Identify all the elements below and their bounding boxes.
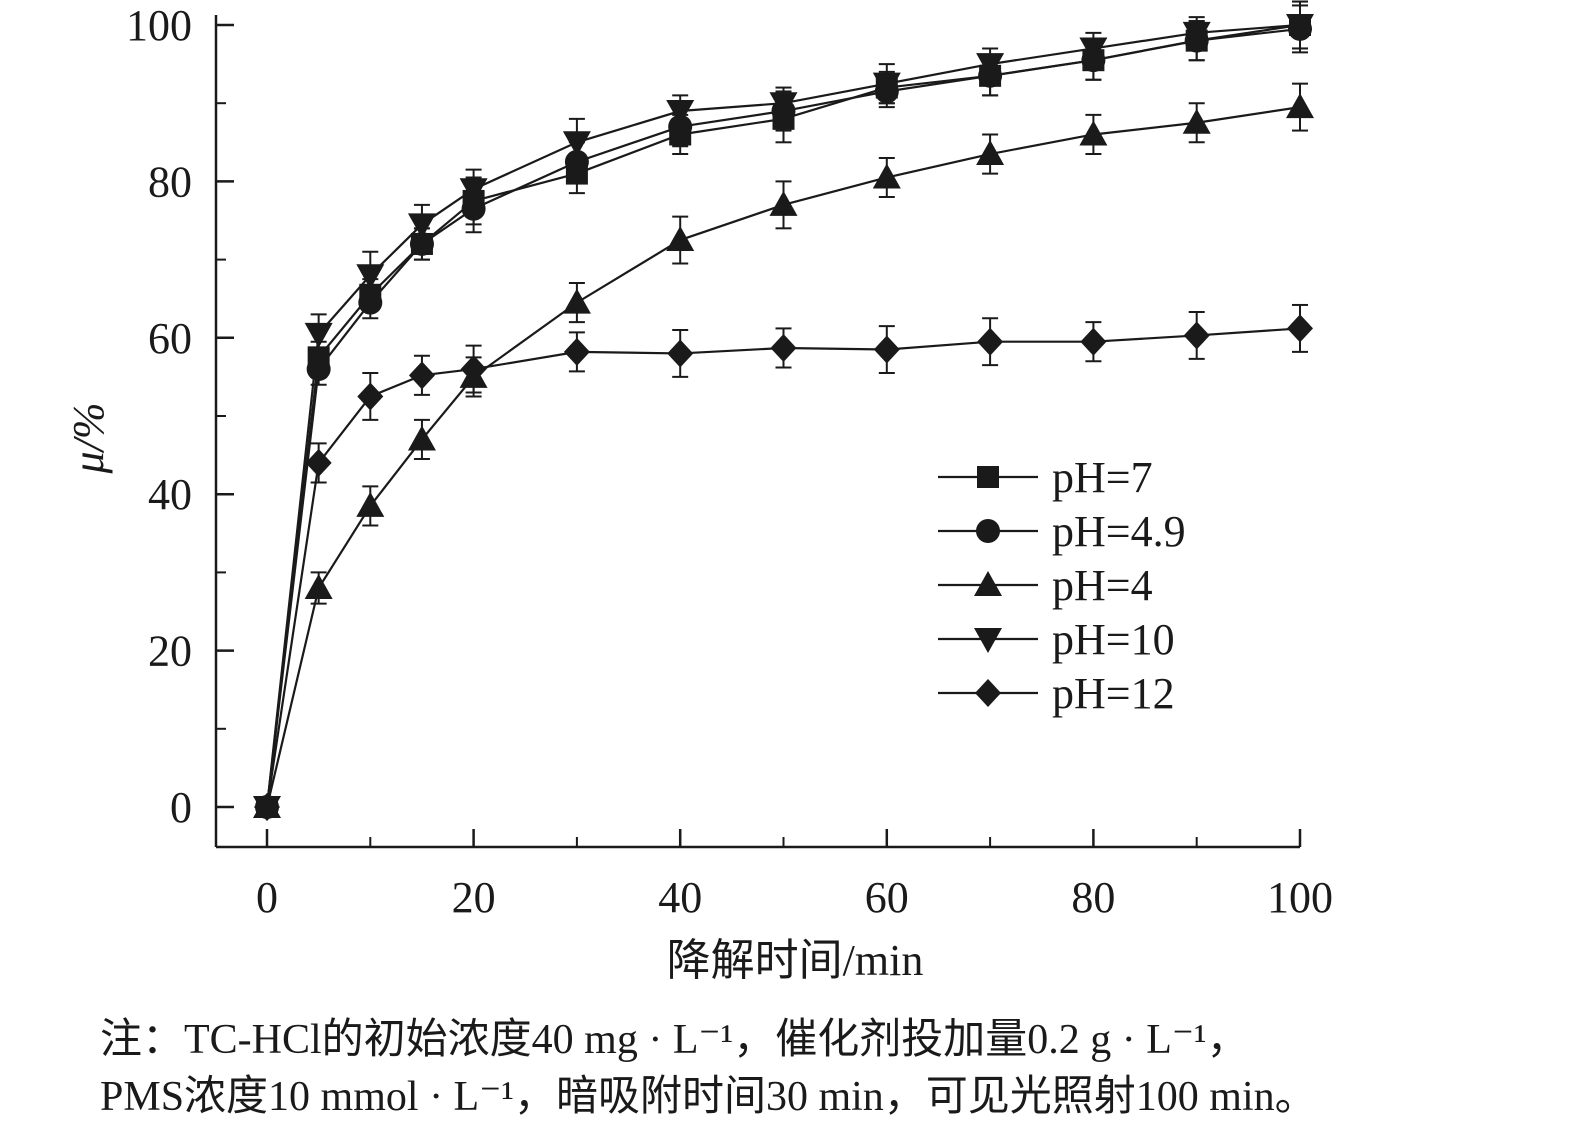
data-point — [1182, 21, 1211, 47]
data-markers — [253, 14, 1314, 821]
data-point — [667, 339, 694, 368]
data-point — [976, 53, 1005, 79]
data-point — [1079, 37, 1108, 63]
x-tick-label: 40 — [658, 873, 702, 922]
data-point — [1183, 321, 1210, 350]
data-point — [304, 574, 333, 600]
y-tick-label: 80 — [148, 157, 192, 206]
legend-marker — [975, 679, 1001, 707]
chart-axes: 0 20 40 60 80 100 0 20 40 60 80 100 — [126, 1, 1333, 922]
data-point — [769, 190, 798, 216]
legend: pH=7 pH=4.9 pH=4 pH=10 pH=12 — [938, 453, 1186, 718]
y-axis-title: μ/% — [64, 403, 113, 475]
data-point — [357, 382, 384, 411]
y-tick-label: 60 — [148, 314, 192, 363]
data-point — [306, 357, 331, 382]
data-point — [409, 231, 434, 256]
data-point — [459, 178, 488, 204]
data-point — [976, 140, 1005, 166]
data-point — [1182, 108, 1211, 134]
y-tick-label: 100 — [126, 1, 192, 50]
data-point — [356, 264, 385, 290]
data-point — [563, 337, 590, 366]
legend-label: pH=4 — [1052, 561, 1153, 610]
data-point — [770, 333, 797, 362]
legend-label: pH=7 — [1052, 453, 1153, 502]
x-tick-label: 100 — [1267, 873, 1333, 922]
data-point — [1079, 120, 1108, 146]
data-point — [872, 72, 901, 98]
data-point — [356, 491, 385, 517]
data-point — [407, 213, 436, 239]
x-tick-label: 80 — [1071, 873, 1115, 922]
x-tick-label: 60 — [865, 873, 909, 922]
data-point — [873, 335, 900, 364]
legend-label: pH=4.9 — [1052, 507, 1186, 556]
footnote-line-1: 注：TC-HCl的初始浓度40 mg · L⁻¹，催化剂投加量0.2 g · L… — [100, 1017, 1249, 1063]
legend-label: pH=10 — [1052, 615, 1175, 664]
data-point — [305, 448, 332, 477]
data-point — [769, 92, 798, 118]
legend-marker — [974, 628, 1002, 653]
data-point — [460, 355, 487, 384]
x-tick-label: 0 — [256, 873, 278, 922]
legend-label: pH=12 — [1052, 669, 1175, 718]
data-point — [564, 149, 589, 174]
data-point — [408, 361, 435, 390]
data-point — [1287, 314, 1313, 343]
data-point — [304, 322, 333, 348]
data-point — [1286, 14, 1314, 39]
legend-marker — [977, 466, 999, 488]
data-point — [668, 114, 693, 139]
y-tick-label: 20 — [148, 627, 192, 676]
y-tick-label: 0 — [170, 783, 192, 832]
data-point — [977, 327, 1004, 356]
y-tick-label: 40 — [148, 470, 192, 519]
data-point — [461, 196, 486, 221]
data-point — [1080, 327, 1107, 356]
x-axis-title: 降解时间/min — [667, 936, 924, 985]
legend-marker — [976, 519, 1000, 543]
x-tick-label: 20 — [452, 873, 496, 922]
data-point — [358, 290, 383, 315]
data-point — [872, 163, 901, 189]
footnote-line-2: PMS浓度10 mmol · L⁻¹，暗吸附时间30 min，可见光照射100 … — [100, 1074, 1317, 1120]
data-point — [562, 131, 591, 157]
data-point — [562, 288, 591, 314]
legend-marker — [974, 571, 1002, 596]
data-point — [254, 793, 280, 821]
data-point — [407, 425, 436, 451]
data-point — [666, 226, 695, 252]
data-point — [666, 100, 695, 126]
data-point — [1286, 93, 1314, 119]
